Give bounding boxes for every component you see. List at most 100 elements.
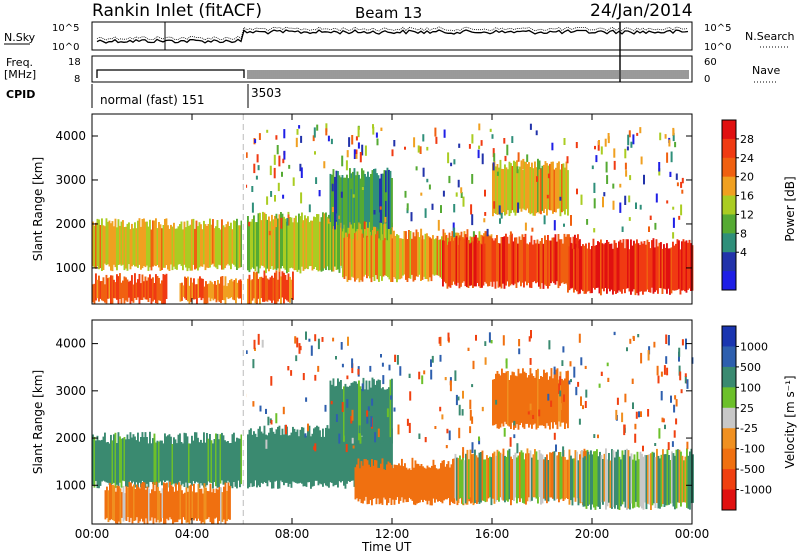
- scatter-cell: [158, 277, 160, 301]
- scatter-cell: [146, 486, 149, 524]
- scatter-cell: [594, 451, 597, 510]
- scatter-cell: [419, 146, 422, 154]
- scatter-cell: [110, 484, 113, 520]
- scatter-cell: [493, 161, 496, 214]
- scatter-cell: [541, 454, 544, 504]
- scatter-cell: [262, 211, 264, 266]
- scatter-cell: [377, 434, 380, 485]
- scatter-cell: [119, 436, 121, 483]
- scatter-cell: [628, 249, 631, 292]
- scatter-cell: [358, 230, 361, 283]
- scatter-cell: [135, 440, 138, 483]
- scatter-cell: [529, 368, 532, 425]
- scatter-cell: [331, 436, 333, 483]
- scatter-cell: [585, 389, 588, 398]
- scatter-cell: [149, 219, 151, 268]
- scatter-cell: [269, 165, 272, 176]
- scatter-cell: [388, 428, 390, 485]
- scatter-cell: [351, 235, 353, 277]
- scatter-cell: [296, 222, 299, 272]
- scatter-cell: [397, 424, 400, 435]
- scatter-cell: [549, 163, 551, 211]
- scatter-cell: [428, 184, 431, 190]
- scatter-cell: [353, 149, 356, 159]
- scatter-cell: [624, 248, 626, 294]
- scatter-cell: [511, 371, 514, 423]
- scatter-cell: [283, 272, 285, 304]
- scatter-cell: [491, 238, 494, 287]
- scatter-cell: [363, 221, 366, 230]
- scatter-cell: [183, 221, 186, 265]
- scatter-cell: [544, 372, 547, 429]
- scatter-cell: [679, 249, 682, 295]
- scatter-cell: [292, 271, 294, 300]
- scatter-cell: [111, 221, 114, 272]
- scatter-cell: [137, 432, 139, 488]
- scatter-cell: [597, 140, 600, 151]
- scatter-cell: [423, 467, 426, 500]
- scatter-cell: [453, 458, 456, 504]
- scatter-cell: [674, 455, 676, 510]
- scatter-cell: [307, 428, 309, 483]
- scatter-cell: [499, 243, 501, 287]
- scatter-cell: [359, 426, 362, 487]
- scatter-band: [104, 481, 231, 524]
- scatter-cell: [251, 186, 254, 192]
- scatter-cell: [457, 244, 459, 283]
- scatter-cell: [170, 485, 173, 520]
- scatter-cell: [253, 163, 256, 174]
- scatter-cell: [413, 137, 416, 148]
- scatter-cell: [514, 237, 516, 284]
- scatter-cell: [533, 239, 536, 282]
- scatter-cell: [402, 466, 405, 503]
- scatter-cell: [300, 135, 303, 143]
- scatter-cell: [278, 214, 281, 272]
- scatter-cell: [484, 459, 487, 503]
- scatter-cell: [487, 457, 490, 499]
- scatter-cell: [240, 434, 243, 485]
- scatter-cell: [469, 409, 472, 421]
- scatter-cell: [394, 354, 397, 362]
- scatter-cell: [378, 238, 380, 282]
- scatter-cell: [466, 237, 468, 288]
- scatter-cell: [680, 451, 682, 507]
- scatter-cell: [588, 454, 591, 505]
- scatter-cell: [257, 428, 260, 486]
- scatter-cell: [529, 358, 532, 365]
- scatter-cell: [275, 135, 278, 140]
- scatter-cell: [674, 141, 677, 148]
- scatter-cell: [245, 152, 248, 158]
- scatter-cell: [234, 441, 237, 487]
- scatter-cell: [517, 152, 520, 162]
- scatter-cell: [687, 455, 690, 509]
- scatter-cell: [167, 225, 169, 270]
- scatter-cell: [477, 457, 479, 503]
- scatter-cell: [659, 458, 661, 509]
- scatter-cell: [364, 435, 366, 482]
- sparse-scatter: [242, 330, 694, 458]
- scatter-cell: [343, 237, 346, 279]
- scatter-cell: [632, 336, 635, 341]
- scatter-cell: [182, 229, 184, 271]
- scatter-cell: [192, 440, 195, 482]
- scatter-cell: [408, 230, 410, 278]
- scatter-cell: [190, 277, 192, 302]
- scatter-cell: [654, 222, 657, 230]
- scatter-cell: [304, 215, 306, 270]
- scatter-cell: [613, 331, 616, 336]
- scatter-cell: [605, 161, 608, 173]
- scatter-cell: [262, 277, 264, 302]
- colorbar-segment: [722, 366, 736, 388]
- colorbar-tick-label: 25: [740, 402, 754, 415]
- scatter-cell: [129, 280, 132, 304]
- scatter-cell: [370, 424, 372, 489]
- colorbar-tick-label: -1000: [740, 484, 772, 497]
- scatter-cell: [635, 202, 637, 209]
- scatter-cell: [287, 273, 290, 302]
- scatter-cell: [507, 371, 509, 426]
- cpid-value-2: 3503: [251, 86, 282, 100]
- scatter-cell: [377, 175, 380, 230]
- scatter-cell: [376, 138, 379, 146]
- scatter-cell: [650, 453, 652, 510]
- scatter-cell: [281, 271, 284, 298]
